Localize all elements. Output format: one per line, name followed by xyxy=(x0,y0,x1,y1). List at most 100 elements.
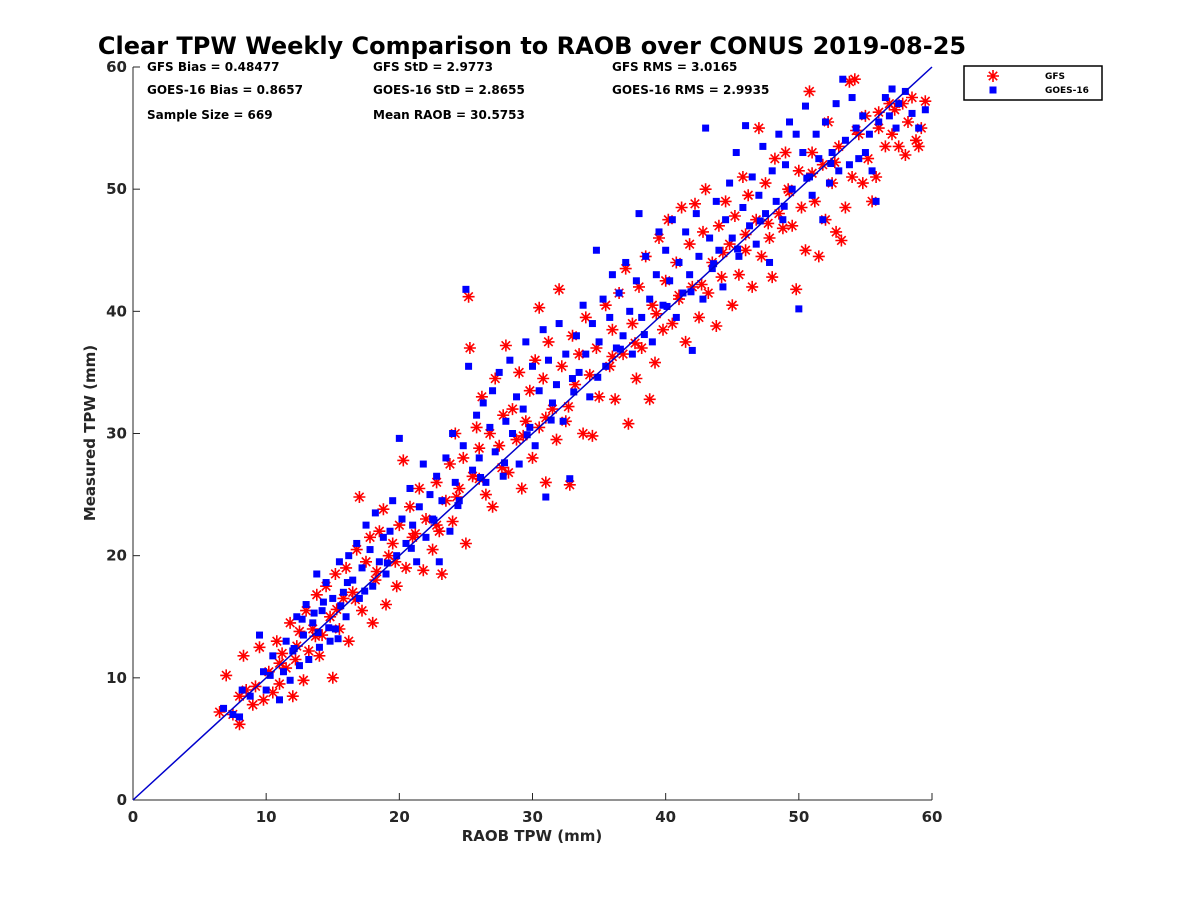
data-point xyxy=(220,704,228,712)
data-point xyxy=(419,460,427,468)
data-point xyxy=(646,295,654,303)
data-point xyxy=(742,122,750,130)
data-point xyxy=(333,623,346,635)
data-point xyxy=(828,149,836,157)
data-point xyxy=(273,657,286,670)
data-point xyxy=(491,448,499,456)
data-point xyxy=(577,427,590,440)
data-point xyxy=(626,317,639,330)
data-point xyxy=(712,219,725,232)
data-point xyxy=(615,289,623,297)
data-point xyxy=(395,434,403,442)
data-point xyxy=(606,313,614,321)
data-point xyxy=(342,635,355,648)
data-point xyxy=(420,513,432,525)
data-point xyxy=(657,323,669,336)
data-point xyxy=(723,238,736,251)
data-point xyxy=(896,97,909,110)
data-point xyxy=(666,277,674,285)
data-point xyxy=(470,421,483,434)
data-point xyxy=(827,160,835,168)
data-point xyxy=(563,478,576,491)
axis-ticks: 0 10 20 30 40 50 60 0 10 20 30 40 50 60 xyxy=(106,58,942,826)
data-point xyxy=(309,630,322,643)
data-point xyxy=(712,197,720,205)
data-point xyxy=(635,210,643,218)
data-point xyxy=(919,95,932,108)
data-point xyxy=(404,500,416,513)
data-point xyxy=(786,219,799,232)
data-point xyxy=(555,360,568,373)
data-point xyxy=(640,331,648,339)
data-point xyxy=(320,580,333,593)
data-point xyxy=(875,118,883,126)
data-point xyxy=(253,641,266,654)
data-point xyxy=(915,124,923,132)
data-point xyxy=(293,613,301,621)
data-point xyxy=(519,405,527,413)
stat-label: GOES-16 Bias = 0.8657 xyxy=(147,83,303,97)
data-point xyxy=(706,234,714,242)
data-point xyxy=(912,140,925,153)
data-point xyxy=(339,588,347,596)
data-point xyxy=(881,94,889,102)
data-point xyxy=(710,260,718,268)
data-point xyxy=(885,112,893,120)
data-point xyxy=(486,423,494,431)
data-point xyxy=(695,252,703,260)
data-point xyxy=(509,430,517,437)
data-point xyxy=(465,362,473,370)
data-point xyxy=(256,631,264,639)
data-point xyxy=(451,478,459,486)
data-point xyxy=(417,564,430,577)
data-point xyxy=(533,301,546,314)
data-point xyxy=(295,662,303,670)
legend-label: GOES-16 xyxy=(1045,86,1089,96)
data-point xyxy=(433,472,441,480)
data-point xyxy=(459,537,472,550)
data-point xyxy=(630,372,643,385)
data-point xyxy=(575,368,583,376)
data-point xyxy=(790,283,803,296)
data-point xyxy=(542,493,550,501)
legend-marker xyxy=(989,86,997,94)
data-point xyxy=(383,559,391,567)
data-point xyxy=(775,130,783,138)
data-point xyxy=(355,594,363,602)
data-point xyxy=(483,427,496,440)
data-point xyxy=(305,656,313,664)
x-tick-label: 30 xyxy=(522,808,543,826)
data-point xyxy=(755,250,768,263)
data-point xyxy=(282,637,290,645)
data-point xyxy=(848,73,861,86)
data-point xyxy=(335,558,343,566)
data-point xyxy=(499,472,507,480)
data-point xyxy=(626,307,634,315)
data-point xyxy=(716,246,729,259)
data-point xyxy=(910,134,922,147)
data-point xyxy=(788,185,796,193)
data-point xyxy=(409,527,422,540)
data-point xyxy=(736,171,749,183)
one-to-one-line xyxy=(132,66,933,801)
data-point xyxy=(852,124,860,132)
data-point xyxy=(463,342,476,354)
data-point xyxy=(861,149,869,157)
data-point xyxy=(755,191,763,199)
data-point xyxy=(812,250,825,263)
data-point xyxy=(672,313,680,321)
data-point xyxy=(719,195,732,208)
data-point xyxy=(742,189,755,202)
data-point xyxy=(819,216,827,224)
data-point xyxy=(782,161,790,169)
data-point xyxy=(759,142,767,150)
data-point xyxy=(529,354,542,367)
data-point xyxy=(342,613,350,621)
data-point xyxy=(843,75,856,88)
data-point xyxy=(699,295,707,303)
data-point xyxy=(246,698,259,711)
y-tick-label: 10 xyxy=(106,669,127,687)
data-point xyxy=(832,140,845,153)
data-point xyxy=(808,191,816,199)
